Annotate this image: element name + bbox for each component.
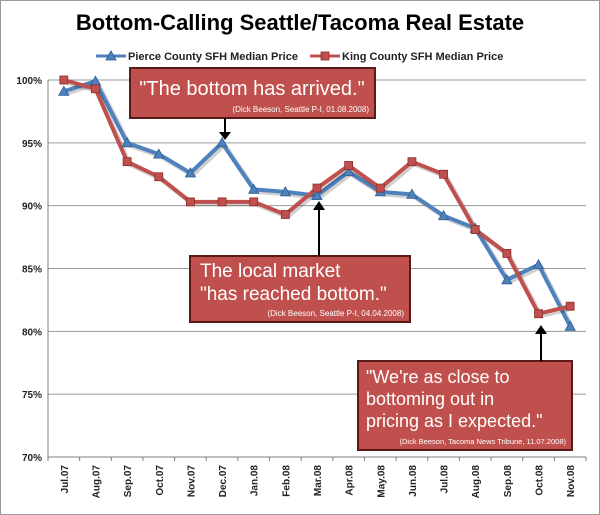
data-point-king	[59, 75, 69, 85]
callout-2-quote-line-1: The local market	[200, 261, 341, 282]
arrow-3-head	[535, 325, 547, 334]
data-point-pierce	[248, 183, 260, 194]
data-point-king	[344, 161, 354, 170]
callout-box-2	[189, 255, 411, 323]
legend-entry-king: King County SFH Median Price	[310, 51, 503, 63]
data-point-king	[470, 225, 480, 234]
y-tick-label: 75%	[22, 390, 42, 401]
x-tick-label: Apr.08	[345, 465, 356, 496]
data-point-king	[186, 197, 195, 207]
data-point-king	[312, 183, 322, 193]
data-point-pierce	[279, 186, 292, 197]
data-point-king	[217, 197, 227, 207]
legend-label-pierce: Pierce County SFH Median Price	[128, 51, 298, 63]
data-point-pierce	[564, 320, 576, 331]
x-tick-label: Sep.07	[123, 465, 134, 498]
callout-2-source: (Dick Beeson, Seattle P-I, 04.04.2008)	[267, 309, 404, 318]
callout-3-source: (Dick Beeson, Tacoma News Tribune, 11.07…	[400, 437, 567, 446]
y-tick-label: 100%	[16, 76, 42, 87]
callout-1-quote: "The bottom has arrived."	[139, 78, 364, 100]
callout-box-3	[357, 360, 573, 451]
data-point-king	[280, 210, 290, 219]
x-tick-label: Feb.08	[281, 465, 292, 497]
data-point-pierce	[121, 137, 133, 148]
y-tick-label: 80%	[22, 327, 42, 338]
x-tick-label: Oct.07	[155, 465, 166, 496]
y-tick-label: 90%	[22, 202, 42, 213]
x-tick-label: Oct.08	[535, 465, 546, 496]
data-point-king	[439, 169, 448, 179]
x-tick-label: Dec.07	[218, 465, 229, 498]
legend-marker-king	[320, 51, 330, 61]
x-tick-label: Jul.07	[60, 465, 71, 494]
x-tick-label: Mar.08	[313, 465, 324, 497]
callout-1-source: (Dick Beeson, Seattle P-I, 01.08.2008)	[232, 105, 369, 114]
y-tick-label: 85%	[22, 265, 42, 276]
legend: Pierce County SFH Median Price King Coun…	[96, 50, 503, 63]
axes	[47, 80, 587, 461]
x-tick-label: May.08	[376, 465, 387, 498]
data-point-king	[565, 301, 575, 311]
data-point-pierce	[184, 167, 197, 178]
callout-3-quote-line-1: "We're as close to	[366, 367, 510, 387]
arrow-2-head	[313, 201, 325, 210]
data-point-pierce	[153, 148, 165, 159]
arrow-1-head	[219, 132, 231, 140]
x-tick-label: Jun.08	[408, 465, 419, 497]
x-tick-label: Aug.07	[91, 465, 102, 499]
data-point-king	[534, 309, 543, 319]
x-tick-label: Nov.07	[186, 465, 197, 497]
x-tick-labels: Jul.07 Aug.07 Sep.07 Oct.07 Nov.07 Dec.07 Jan.…	[60, 465, 577, 499]
data-point-king	[249, 197, 259, 207]
callout-reached-bottom: The local market "has reached bottom." (…	[189, 255, 411, 323]
data-point-pierce	[532, 258, 545, 270]
callout-close-to-bottoming: "We're as close to bottoming out in pric…	[357, 360, 573, 451]
data-point-king	[407, 157, 417, 167]
data-point-pierce	[342, 165, 355, 177]
callout-bottom-arrived: "The bottom has arrived." (Dick Beeson, …	[129, 67, 376, 119]
data-point-pierce	[311, 189, 323, 201]
callout-3-quote-line-2: bottoming out in	[366, 389, 494, 409]
data-point-king	[502, 249, 512, 258]
callout-3-quote-line-3: pricing as I expected."	[366, 411, 542, 431]
y-tick-label: 70%	[22, 453, 42, 464]
data-point-king	[375, 183, 385, 193]
data-point-king	[122, 157, 132, 167]
x-tick-label: Sep.08	[503, 465, 514, 498]
data-point-pierce	[406, 188, 418, 199]
data-point-king	[91, 84, 100, 94]
y-tick-labels: 100% 95% 90% 85% 80% 75% 70%	[16, 76, 42, 464]
x-tick-label: Nov.08	[566, 465, 577, 497]
legend-marker-pierce	[105, 50, 117, 61]
data-point-pierce	[501, 273, 513, 285]
data-point-king	[154, 172, 164, 182]
x-tick-label: Jul.08	[440, 465, 451, 494]
callout-2-quote-line-2: "has reached bottom."	[200, 284, 387, 305]
legend-entry-pierce: Pierce County SFH Median Price	[96, 50, 298, 63]
chart-title: Bottom-Calling Seattle/Tacoma Real Estat…	[76, 10, 524, 35]
y-tick-label: 95%	[22, 139, 42, 150]
callout-box-1	[129, 67, 376, 119]
x-tick-label: Aug.08	[471, 465, 482, 499]
data-point-pierce	[58, 85, 70, 96]
x-tick-label: Jan.08	[250, 465, 261, 497]
callout-arrows	[219, 118, 547, 361]
data-point-pierce	[437, 209, 450, 221]
series-markers	[58, 75, 576, 331]
legend-label-king: King County SFH Median Price	[342, 51, 503, 63]
data-point-pierce	[216, 137, 228, 148]
